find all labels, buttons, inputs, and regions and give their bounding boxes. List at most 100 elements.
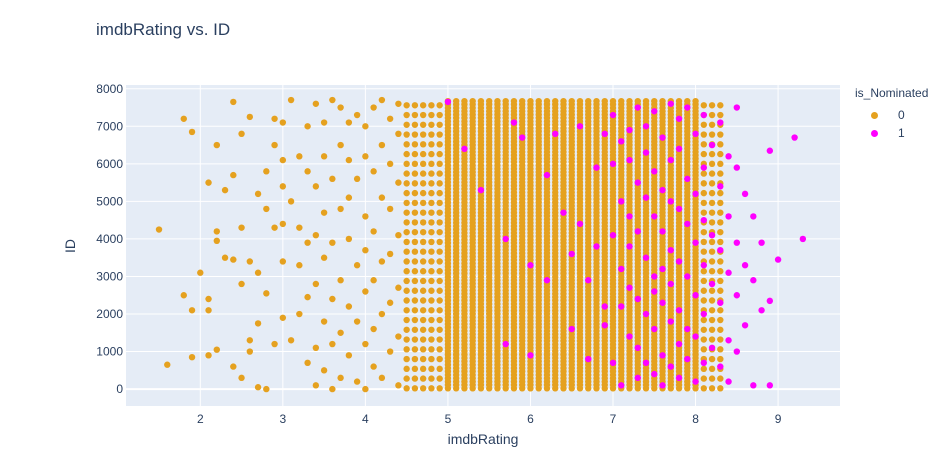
data-point-0[interactable] (395, 333, 402, 340)
data-point-1[interactable] (527, 262, 534, 269)
data-point-1[interactable] (733, 104, 741, 111)
data-point-1[interactable] (568, 250, 575, 258)
data-point-1[interactable] (692, 333, 699, 340)
data-point-1[interactable] (626, 284, 633, 291)
data-point-0[interactable] (337, 329, 344, 336)
data-point-1[interactable] (593, 243, 600, 250)
data-point-1[interactable] (642, 149, 650, 156)
data-point-0[interactable] (395, 100, 402, 107)
data-point-1[interactable] (634, 179, 641, 186)
data-point-1[interactable] (758, 307, 765, 314)
data-point-0[interactable] (296, 310, 303, 318)
data-point-0[interactable] (296, 153, 303, 160)
data-point-0[interactable] (246, 337, 254, 344)
data-point-0[interactable] (221, 254, 229, 261)
data-point-0[interactable] (362, 246, 369, 254)
data-point-0[interactable] (205, 295, 212, 303)
data-point-0[interactable] (271, 141, 278, 149)
data-point-1[interactable] (659, 134, 666, 141)
data-point-1[interactable] (642, 123, 650, 130)
data-point-0[interactable] (386, 205, 394, 213)
data-point-0[interactable] (221, 186, 229, 194)
data-point-0[interactable] (362, 340, 369, 348)
data-point-1[interactable] (725, 378, 732, 385)
data-point-0[interactable] (329, 385, 336, 393)
data-point-1[interactable] (651, 108, 658, 115)
data-point-0[interactable] (370, 228, 377, 235)
data-point-1[interactable] (799, 235, 807, 243)
data-point-1[interactable] (708, 141, 716, 149)
data-point-1[interactable] (519, 134, 526, 141)
data-point-0[interactable] (329, 175, 336, 183)
data-point-1[interactable] (444, 98, 452, 106)
data-point-0[interactable] (362, 213, 369, 220)
data-point-1[interactable] (675, 258, 683, 265)
data-point-0[interactable] (279, 183, 287, 190)
data-point-0[interactable] (180, 115, 187, 122)
data-point-1[interactable] (659, 186, 666, 194)
data-point-1[interactable] (667, 280, 674, 288)
data-point-1[interactable] (725, 337, 732, 344)
data-point-1[interactable] (626, 156, 633, 164)
data-point-0[interactable] (246, 258, 254, 265)
data-point-1[interactable] (684, 273, 691, 280)
data-point-0[interactable] (271, 340, 278, 348)
data-point-1[interactable] (651, 370, 658, 378)
data-point-1[interactable] (675, 145, 683, 153)
data-point-0[interactable] (230, 171, 237, 179)
data-point-0[interactable] (345, 352, 353, 359)
data-point-0[interactable] (370, 104, 377, 111)
data-point-0[interactable] (362, 153, 369, 160)
data-point-1[interactable] (609, 231, 617, 239)
data-point-0[interactable] (362, 123, 369, 130)
data-point-0[interactable] (320, 254, 328, 261)
data-point-0[interactable] (164, 361, 171, 368)
data-point-1[interactable] (733, 292, 741, 299)
data-point-1[interactable] (717, 183, 724, 190)
data-point-0[interactable] (238, 224, 245, 231)
data-point-1[interactable] (560, 209, 567, 216)
data-point-0[interactable] (263, 205, 270, 213)
data-point-1[interactable] (642, 359, 650, 367)
data-point-1[interactable] (684, 325, 691, 333)
data-point-0[interactable] (238, 374, 245, 382)
data-point-1[interactable] (634, 295, 641, 303)
data-point-0[interactable] (378, 96, 386, 104)
data-point-0[interactable] (205, 352, 212, 359)
data-point-0[interactable] (238, 130, 245, 138)
data-point-0[interactable] (312, 183, 320, 190)
data-point-0[interactable] (312, 344, 320, 352)
data-point-1[interactable] (634, 374, 641, 382)
data-point-0[interactable] (312, 280, 320, 288)
data-point-1[interactable] (684, 355, 691, 363)
data-point-0[interactable] (337, 141, 344, 149)
data-point-0[interactable] (378, 310, 386, 318)
data-point-0[interactable] (329, 295, 336, 303)
data-point-0[interactable] (378, 258, 386, 265)
data-point-0[interactable] (230, 363, 237, 370)
data-point-0[interactable] (312, 100, 320, 107)
data-point-1[interactable] (502, 340, 509, 348)
data-point-0[interactable] (197, 269, 204, 276)
data-point-1[interactable] (659, 352, 666, 359)
data-point-0[interactable] (386, 115, 394, 122)
legend-item-0[interactable]: 0 (855, 106, 928, 124)
data-point-1[interactable] (717, 299, 724, 306)
data-point-0[interactable] (205, 179, 212, 186)
data-point-0[interactable] (230, 98, 237, 106)
data-point-0[interactable] (329, 340, 336, 348)
data-point-1[interactable] (692, 190, 699, 198)
data-point-0[interactable] (296, 224, 303, 231)
data-point-0[interactable] (180, 292, 187, 299)
data-point-0[interactable] (320, 367, 328, 374)
data-point-0[interactable] (337, 277, 344, 284)
data-point-0[interactable] (320, 318, 328, 325)
data-point-0[interactable] (304, 168, 311, 175)
data-point-1[interactable] (601, 303, 608, 310)
data-point-1[interactable] (593, 164, 600, 171)
data-point-1[interactable] (642, 310, 650, 318)
data-point-0[interactable] (155, 226, 163, 233)
data-point-0[interactable] (296, 262, 303, 269)
data-point-1[interactable] (502, 235, 509, 243)
data-point-1[interactable] (725, 213, 732, 220)
